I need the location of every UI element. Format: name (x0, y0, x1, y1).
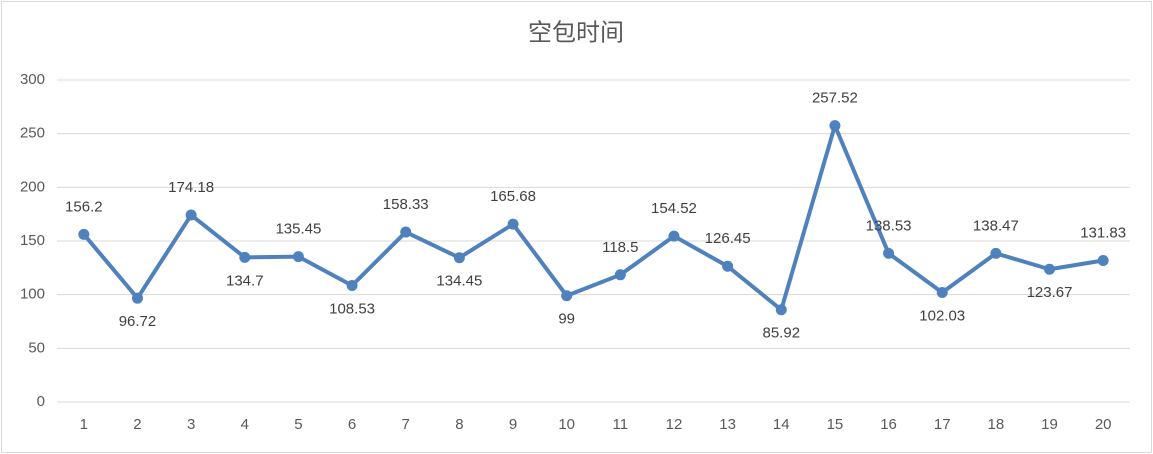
data-point (883, 247, 895, 259)
data-point (400, 226, 412, 238)
x-tick-label: 1 (80, 416, 88, 433)
x-tick-label: 6 (348, 416, 356, 433)
x-tick-label: 7 (402, 416, 410, 433)
data-point (722, 260, 734, 272)
x-tick-label: 5 (294, 416, 302, 433)
data-label: 131.83 (1080, 224, 1126, 241)
data-label: 156.2 (65, 198, 103, 215)
data-point (507, 218, 519, 230)
y-tick-label: 100 (20, 286, 45, 303)
x-tick-label: 2 (133, 416, 141, 433)
data-label: 174.18 (168, 179, 214, 196)
x-tick-label: 15 (827, 416, 844, 433)
x-tick-label: 8 (455, 416, 463, 433)
data-point (668, 230, 680, 242)
chart-title: 空包时间 (528, 19, 624, 46)
data-label: 138.47 (973, 217, 1019, 234)
x-tick-label: 16 (880, 416, 897, 433)
x-tick-label: 4 (241, 416, 249, 433)
data-label: 108.53 (329, 300, 375, 317)
data-point (453, 252, 465, 264)
x-tick-label: 19 (1041, 416, 1058, 433)
data-point (829, 120, 841, 132)
data-label: 165.68 (490, 188, 536, 205)
data-point (936, 286, 948, 298)
data-label: 138.53 (866, 217, 912, 234)
data-label: 134.7 (226, 272, 264, 289)
y-tick-label: 250 (20, 125, 45, 142)
data-point (131, 292, 143, 304)
data-point (292, 251, 304, 263)
y-tick-label: 50 (28, 339, 45, 356)
data-point (185, 209, 197, 221)
y-tick-label: 0 (37, 393, 45, 410)
x-tick-label: 12 (666, 416, 683, 433)
x-tick-label: 14 (773, 416, 790, 433)
x-tick-label: 20 (1095, 416, 1112, 433)
data-label: 96.72 (119, 313, 157, 330)
data-label: 257.52 (812, 90, 858, 107)
data-point (78, 228, 90, 240)
data-label: 102.03 (919, 307, 965, 324)
data-label: 123.67 (1027, 284, 1073, 301)
y-tick-label: 300 (20, 71, 45, 88)
data-label: 118.5 (602, 239, 638, 256)
x-tick-label: 18 (988, 416, 1005, 433)
data-label: 99 (558, 311, 575, 328)
data-point (990, 247, 1002, 259)
x-tick-label: 10 (558, 416, 575, 433)
x-tick-label: 3 (187, 416, 195, 433)
data-label: 126.45 (705, 230, 751, 247)
data-point (346, 280, 358, 292)
data-point (1097, 255, 1109, 267)
x-tick-label: 11 (613, 416, 629, 433)
data-label: 158.33 (383, 196, 429, 213)
data-point (1044, 263, 1056, 275)
data-point (614, 269, 626, 281)
data-point (239, 251, 251, 263)
y-tick-label: 150 (20, 232, 45, 249)
data-label: 154.52 (651, 200, 697, 217)
y-tick-label: 200 (20, 178, 45, 195)
x-tick-label: 13 (719, 416, 736, 433)
x-tick-label: 9 (509, 416, 517, 433)
data-point (775, 304, 787, 316)
data-label: 135.45 (275, 221, 321, 238)
x-tick-label: 17 (934, 416, 951, 433)
data-point (561, 290, 573, 302)
data-line (82, 123, 1104, 312)
data-label: 85.92 (763, 325, 801, 342)
data-label: 134.45 (436, 273, 482, 290)
